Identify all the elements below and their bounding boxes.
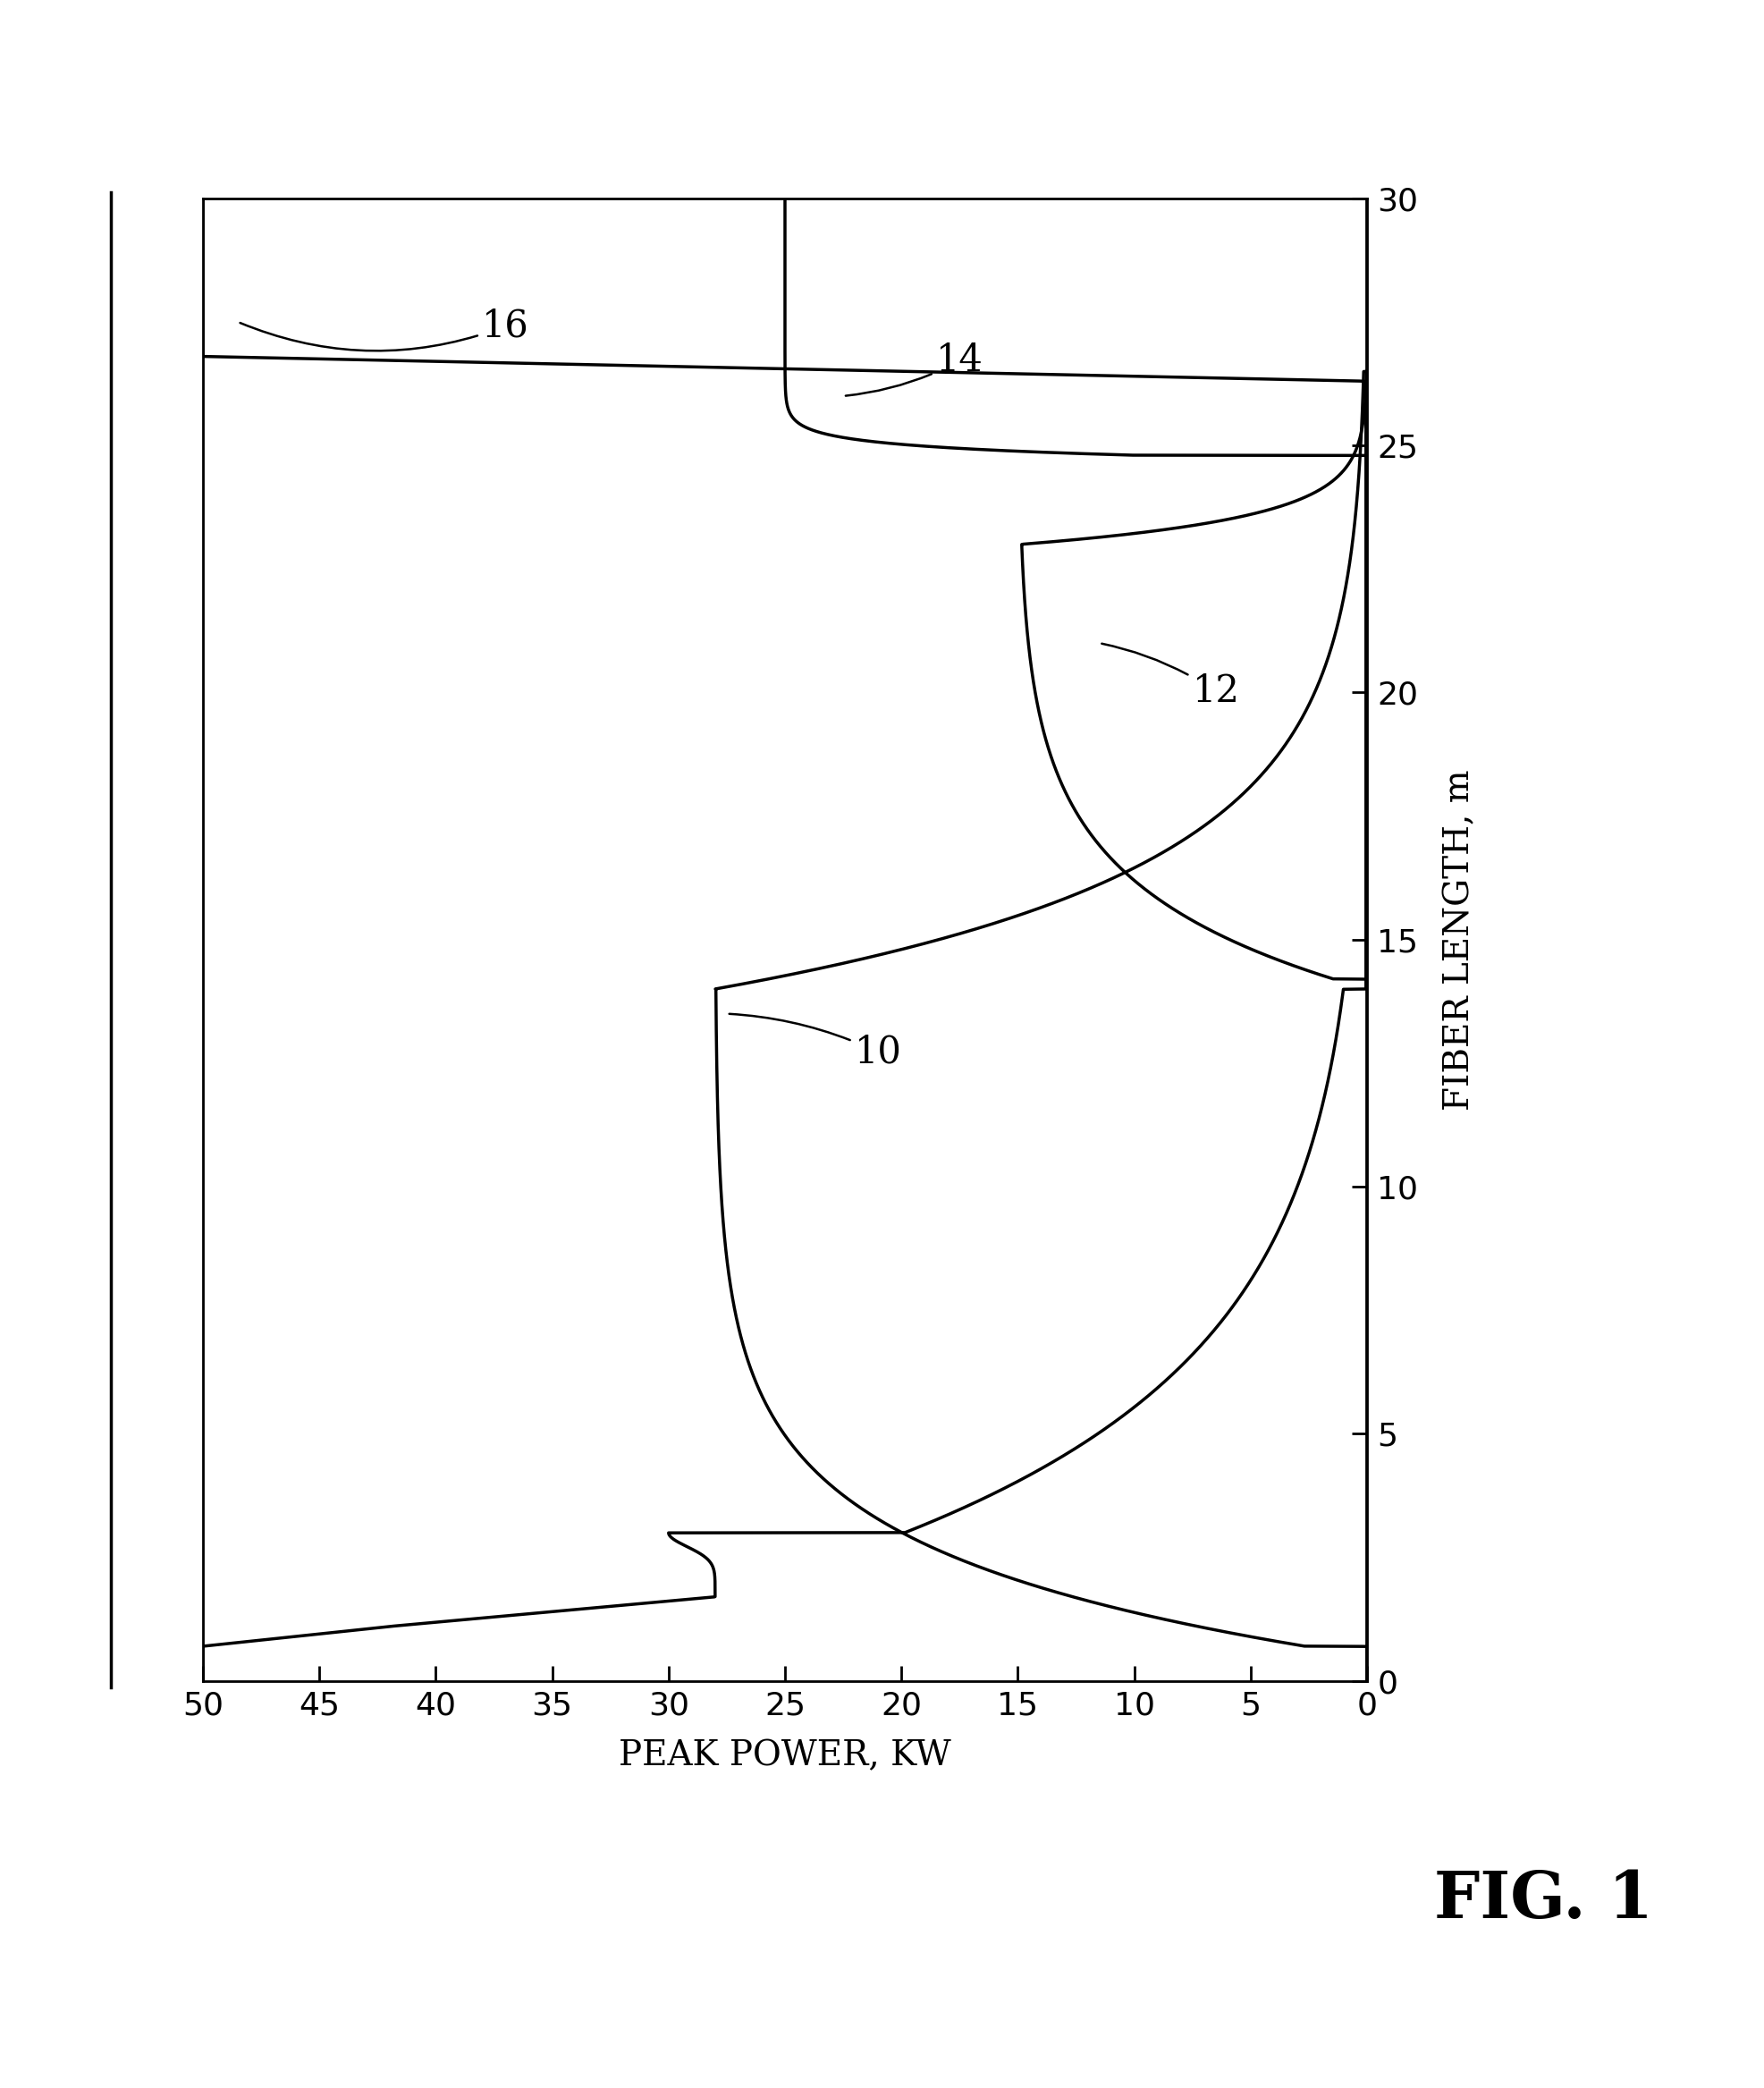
X-axis label: PEAK POWER, KW: PEAK POWER, KW xyxy=(619,1739,951,1773)
Text: 12: 12 xyxy=(1102,643,1240,710)
Text: 16: 16 xyxy=(240,307,529,351)
Y-axis label: FIBER LENGTH, m: FIBER LENGTH, m xyxy=(1443,768,1476,1111)
Text: 10: 10 xyxy=(729,1015,901,1071)
Text: FIG. 1: FIG. 1 xyxy=(1434,1869,1653,1931)
Text: 14: 14 xyxy=(845,342,984,397)
